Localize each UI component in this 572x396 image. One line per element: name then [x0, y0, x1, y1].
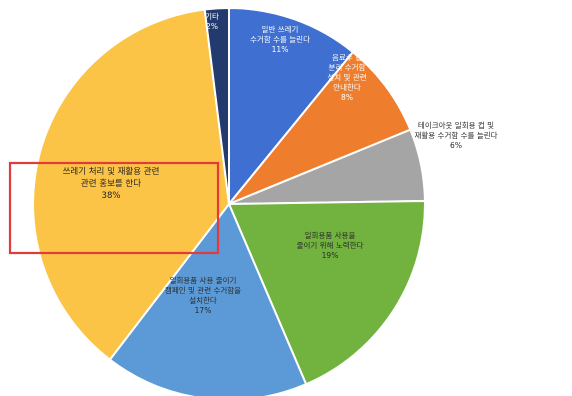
slice-label-line: 2% [206, 22, 218, 31]
slice-label-line: 19% [322, 251, 339, 260]
slice-label-line: 재활용 수거함 수를 늘린다 [414, 130, 497, 140]
slice-label-line: 관련 홍보를 한다 [81, 178, 141, 189]
slice-label-line: 6% [450, 141, 462, 150]
slice-label-line: 안내한다 [333, 82, 361, 92]
slice-label: 일반 쓰레기 수거함 수를 늘린다 11% [250, 25, 310, 54]
slice-label-line: 음료수 컵 [332, 53, 362, 62]
slice-label-line: 11% [272, 45, 289, 54]
slice-label: 기타 2% [205, 12, 219, 31]
slice-label-line: 38% [102, 191, 121, 201]
slice-label: 일회용품 사용을 줄이기 위해 노력한다 19% [297, 231, 364, 260]
slice-label: 쓰레기 처리 및 재활용 관련 관련 홍보를 한다 38% [63, 166, 160, 201]
slice-label-line: 일회용품 사용을 [305, 231, 356, 240]
slice-label-line: 쓰레기 처리 및 재활용 관련 [63, 166, 160, 177]
slice-label-line: 17% [195, 306, 212, 315]
pie-slice [32, 8, 231, 362]
slice-label-line: 설치한다 [189, 296, 217, 305]
pie-slice [228, 50, 412, 205]
slice-label-line: 일반 쓰레기 [262, 25, 299, 34]
slice-label-line: 기타 [205, 12, 219, 21]
highlight-box [8, 161, 220, 255]
slice-label-line: 분리 수거함 [329, 63, 366, 72]
pie-slice [108, 202, 308, 396]
slice-label-line: 8% [341, 93, 353, 102]
pie-slice [203, 6, 230, 205]
pie-slice [228, 6, 355, 207]
slice-label-line: 테이크아웃 일회용 컵 및 [418, 120, 494, 130]
slice-label-line: 줄이기 위해 노력한다 [297, 240, 364, 250]
slice-label-line: 일회용품 사용 줄이기 [170, 275, 237, 285]
slice-label-line: 수거함 수를 늘린다 [250, 34, 310, 44]
slice-label-line: 설치 및 관련 [327, 72, 366, 82]
pie-slice [227, 199, 426, 386]
slice-label: 일회용품 사용 줄이기 캠페인 및 관련 수거함을 설치한다 17% [165, 275, 241, 315]
slice-label-line: 캠페인 및 관련 수거함을 [165, 285, 241, 295]
slice-label: 테이크아웃 일회용 컵 및 재활용 수거함 수를 늘린다 6% [414, 120, 497, 150]
slice-label: 음료수 컵 분리 수거함 설치 및 관련 안내한다 8% [327, 53, 366, 102]
